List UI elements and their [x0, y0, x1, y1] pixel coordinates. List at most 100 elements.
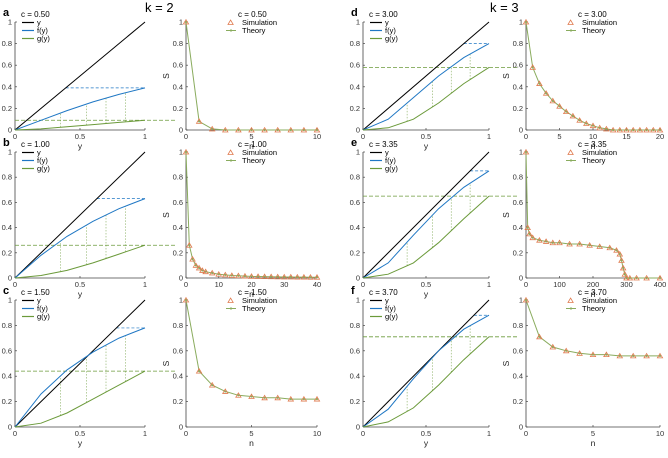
panel-f-theory-point — [618, 354, 621, 357]
panel-f-theory-point — [605, 353, 608, 356]
panel-c-simulation-point — [221, 388, 229, 394]
panel-b-simulation-point — [215, 271, 223, 277]
panel-c-legend-entry: g(y) — [37, 312, 50, 321]
panel-d-theory-point — [571, 114, 575, 118]
panel-c-simulation-point — [195, 367, 203, 374]
panel-a-legend-theory: Theory — [242, 26, 266, 35]
panel-c-left-xtick-label: 1 — [143, 429, 147, 438]
panel-d-theory-point — [531, 66, 534, 69]
panel-e-simulation-point — [522, 148, 530, 155]
panel-a-series-gy — [14, 119, 146, 131]
panel-c-legend-sim: Simulation — [242, 296, 277, 305]
panel-d-simulation-point — [562, 108, 570, 115]
panel-e-theory-point — [625, 276, 628, 280]
panel-d-legend-entry: g(y) — [385, 34, 398, 43]
panel-e-simulation-point — [586, 242, 593, 248]
panel-a-theory-point — [224, 128, 227, 132]
panel-e-right-xtick-label: 0 — [524, 280, 528, 289]
panel-f-left-ytick-label: 1 — [356, 296, 360, 305]
panel-b-simulation-point — [287, 273, 295, 280]
panel-b-simulation-point — [235, 272, 242, 279]
panel-a-left-xtick-label: 1 — [143, 132, 147, 141]
panel-a-theory-point — [302, 128, 305, 132]
panel-b-theory-line — [185, 151, 317, 278]
panel-b-simulation-point — [313, 274, 321, 280]
panel-b-legend-sim: Simulation — [242, 148, 277, 157]
panel-a-simulation-point — [313, 126, 321, 133]
panel-a-right-xtick-label: 0 — [184, 132, 188, 141]
panel-c-series-y — [14, 299, 146, 428]
panel-a-simulation-point — [261, 126, 268, 133]
panel-e-left-xtick-label: 0 — [361, 280, 365, 289]
heading-k2: k = 2 — [145, 0, 174, 15]
panel-e-theory-point — [526, 226, 529, 229]
panel-c-right-ytick-label: 0.4 — [173, 372, 183, 381]
panel-c-simulation-point — [300, 395, 308, 402]
panel-b-simulation-point — [294, 273, 301, 280]
panel-e-left-xlabel: y — [424, 289, 429, 299]
panel-d-legend-sim-swatch — [567, 19, 574, 25]
panel-b-theory-point — [309, 276, 312, 279]
panel-f-right-ylabel: S — [501, 360, 511, 366]
panel-a-simulation-point — [208, 125, 216, 132]
panel-e-right-ytick-label: 0.8 — [513, 173, 523, 182]
panel-d-right-xtick-label: 10 — [589, 132, 597, 141]
panel-e-simulation-point — [536, 237, 543, 243]
panel-c-right-ytick-label: 0.2 — [173, 397, 183, 406]
panel-c-left-xlabel: y — [78, 438, 83, 448]
panel-f-theory-point — [591, 353, 595, 356]
panel-e-right-ytick-label: 0.4 — [513, 223, 523, 232]
panel-f-right-ytick-label: 0 — [519, 423, 523, 432]
panel-f-right-c-label: c = 3.70 — [578, 288, 607, 297]
panel-e-simulation-point — [619, 264, 627, 271]
panel-c-simulation-point — [313, 395, 321, 402]
panel-e-theory-point — [528, 232, 531, 235]
panel-f-left-xtick-label: 1 — [487, 429, 491, 438]
panel-b-c-label: c = 1.00 — [21, 140, 50, 149]
panel-c-legend-sim-swatch — [227, 297, 234, 303]
panel-b-simulation-point — [254, 273, 262, 279]
panel-d-right-xtick-label: 0 — [524, 132, 528, 141]
panel-f-right-ytick-label: 0.6 — [513, 346, 523, 355]
panel-a-right-ytick-label: 0.6 — [173, 61, 183, 70]
panel-a-simulation-point — [195, 118, 203, 124]
panel-c-theory-point — [250, 395, 253, 398]
panel-d-right-xtick-label: 15 — [622, 132, 630, 141]
panel-b-right-ytick-label: 1 — [179, 148, 183, 157]
panel-d-right-xtick-label: 20 — [656, 132, 664, 141]
panel-d-right-ytick-label: 0.6 — [513, 61, 523, 70]
panel-a-right-ylabel: S — [161, 73, 171, 79]
panel-e-simulation-point — [566, 240, 573, 247]
panel-d-legend-sim: Simulation — [582, 18, 617, 27]
panel-d-theory-point — [558, 105, 561, 108]
panel-c-series-gy — [14, 370, 146, 428]
panel-a-right-ytick-label: 0.8 — [173, 39, 183, 48]
panel-b-series-y — [14, 151, 146, 279]
panel-e-simulation-point — [621, 271, 629, 277]
panel-e-legend-entry: y — [385, 148, 389, 157]
panel-e-right-xtick-label: 300 — [620, 280, 633, 289]
panel-b-left-xlabel: y — [78, 289, 83, 299]
panel-e-theory-point — [588, 244, 591, 247]
panel-c-left-ytick-label: 0.8 — [2, 321, 12, 330]
panel-e-theory-point — [531, 236, 534, 239]
panel-a-right-c-label: c = 0.50 — [238, 10, 267, 19]
panel-c-left-xtick-label: 0 — [13, 429, 17, 438]
panel-b-simulation-point — [182, 148, 190, 155]
panel-d-legend-theory-dot — [569, 29, 573, 32]
panel-b-label: b — [3, 137, 10, 149]
panel-c-theory-point — [184, 298, 188, 302]
panel-f-simulation-point — [589, 351, 597, 358]
panel-b-series-gy — [14, 244, 146, 279]
panel-f-left-xlabel: y — [424, 438, 429, 448]
panel-e-right-xtick-label: 400 — [654, 280, 667, 289]
panel-a-right-ytick-label: 0.4 — [173, 82, 183, 91]
panel-e-legend-entry: g(y) — [385, 164, 398, 173]
panel-b-right-c-label: c = 1.00 — [238, 140, 267, 149]
panel-b-theory-point — [283, 275, 286, 279]
panel-c-right-c-label: c = 1.50 — [238, 288, 267, 297]
panel-b-right-ytick-label: 0 — [179, 274, 183, 283]
panel-b-theory-point — [211, 271, 214, 275]
panel-e-c-label: c = 3.35 — [369, 140, 398, 149]
panel-d-series-y — [362, 21, 490, 131]
